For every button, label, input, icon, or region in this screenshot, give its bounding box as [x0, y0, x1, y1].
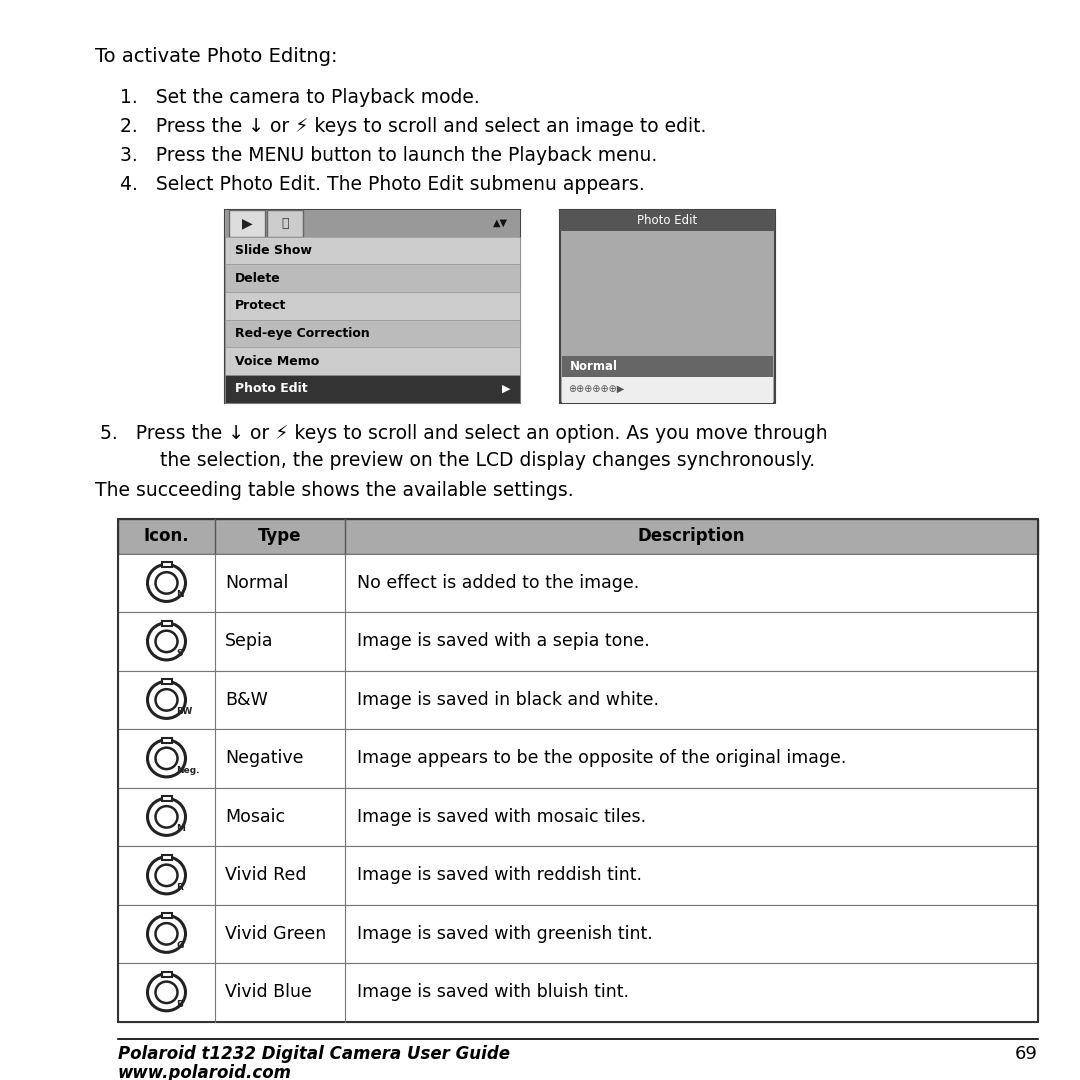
Bar — [161, 855, 173, 861]
Bar — [118, 905, 1038, 963]
Bar — [161, 679, 173, 686]
Bar — [161, 972, 173, 977]
Bar — [225, 210, 519, 237]
Bar — [118, 671, 1038, 729]
Text: N: N — [176, 591, 184, 599]
Text: B: B — [176, 1000, 184, 1009]
Text: Photo Edit: Photo Edit — [235, 382, 308, 395]
Bar — [161, 621, 173, 626]
Text: M: M — [176, 824, 186, 834]
Bar — [118, 787, 1038, 846]
Bar — [162, 855, 172, 860]
Text: No effect is added to the image.: No effect is added to the image. — [357, 573, 639, 592]
Text: Slide Show: Slide Show — [235, 244, 312, 257]
Text: The succeeding table shows the available settings.: The succeeding table shows the available… — [95, 481, 573, 500]
Text: G: G — [176, 942, 184, 950]
Text: Normal: Normal — [225, 573, 288, 592]
Text: Sepia: Sepia — [225, 633, 273, 650]
Text: Normal: Normal — [570, 360, 618, 373]
Bar — [118, 729, 1038, 787]
Text: Protect: Protect — [235, 299, 286, 312]
Bar — [162, 796, 172, 801]
Text: Red-eye Correction: Red-eye Correction — [235, 327, 369, 340]
Bar — [562, 355, 773, 377]
Text: Image is saved with a sepia tone.: Image is saved with a sepia tone. — [357, 633, 650, 650]
Bar — [162, 914, 172, 918]
Text: Description: Description — [638, 527, 745, 545]
Text: Vivid Red: Vivid Red — [225, 866, 307, 885]
Text: Image is saved with mosaic tiles.: Image is saved with mosaic tiles. — [357, 808, 646, 826]
Bar — [162, 738, 172, 743]
Bar — [562, 231, 773, 355]
Bar — [162, 621, 172, 625]
Text: www.polaroid.com: www.polaroid.com — [118, 1065, 292, 1080]
Bar — [229, 210, 265, 237]
Text: Vivid Green: Vivid Green — [225, 924, 326, 943]
Bar — [161, 914, 173, 919]
Text: ▲▼: ▲▼ — [492, 218, 508, 228]
Bar — [161, 738, 173, 744]
Text: S: S — [176, 649, 183, 658]
Text: Icon.: Icon. — [144, 527, 189, 545]
Text: B&W: B&W — [225, 691, 268, 708]
Text: ▶: ▶ — [502, 383, 510, 394]
Bar — [225, 320, 519, 348]
Text: Image is saved with greenish tint.: Image is saved with greenish tint. — [357, 924, 652, 943]
Bar — [561, 210, 775, 403]
Text: To activate Photo Editng:: To activate Photo Editng: — [95, 46, 337, 66]
Bar — [162, 972, 172, 976]
Text: Delete: Delete — [235, 272, 281, 285]
Bar — [118, 612, 1038, 671]
Text: BW: BW — [176, 707, 192, 716]
Text: R: R — [176, 883, 184, 892]
Text: Image is saved in black and white.: Image is saved in black and white. — [357, 691, 659, 708]
Bar — [225, 265, 519, 292]
Text: 1.   Set the camera to Playback mode.: 1. Set the camera to Playback mode. — [120, 87, 480, 107]
Bar — [225, 348, 519, 375]
Text: Type: Type — [258, 527, 301, 545]
Bar — [161, 563, 173, 568]
Text: 🔧: 🔧 — [281, 217, 288, 230]
Bar — [225, 237, 519, 265]
Bar — [162, 563, 172, 567]
Bar — [225, 210, 519, 403]
Text: 4.   Select Photo Edit. The Photo Edit submenu appears.: 4. Select Photo Edit. The Photo Edit sub… — [120, 175, 645, 194]
Bar — [118, 554, 1038, 612]
Bar — [225, 375, 519, 403]
Text: Mosaic: Mosaic — [225, 808, 285, 826]
Text: Image appears to be the opposite of the original image.: Image appears to be the opposite of the … — [357, 750, 847, 768]
Bar — [118, 518, 1038, 554]
Bar — [561, 210, 775, 231]
Text: Image is saved with reddish tint.: Image is saved with reddish tint. — [357, 866, 642, 885]
Bar — [562, 377, 773, 403]
Text: 69: 69 — [1015, 1045, 1038, 1063]
Text: Photo Edit: Photo Edit — [637, 214, 698, 227]
Bar — [162, 679, 172, 685]
Bar — [118, 963, 1038, 1022]
Text: Negative: Negative — [225, 750, 303, 768]
Text: Neg.: Neg. — [176, 766, 200, 775]
Text: ⊕⊕⊕⊕⊕⊕▶: ⊕⊕⊕⊕⊕⊕▶ — [568, 384, 624, 395]
Text: 5.   Press the ↓ or ⚡ keys to scroll and select an option. As you move through: 5. Press the ↓ or ⚡ keys to scroll and s… — [100, 424, 827, 443]
Text: Image is saved with bluish tint.: Image is saved with bluish tint. — [357, 983, 629, 1001]
Text: the selection, the preview on the LCD display changes synchronously.: the selection, the preview on the LCD di… — [130, 451, 815, 470]
Text: ▶: ▶ — [242, 216, 253, 230]
Bar — [161, 796, 173, 802]
Text: Polaroid t1232 Digital Camera User Guide: Polaroid t1232 Digital Camera User Guide — [118, 1045, 510, 1063]
Text: Vivid Blue: Vivid Blue — [225, 983, 312, 1001]
Text: 2.   Press the ↓ or ⚡ keys to scroll and select an image to edit.: 2. Press the ↓ or ⚡ keys to scroll and s… — [120, 117, 706, 136]
Text: 3.   Press the MENU button to launch the Playback menu.: 3. Press the MENU button to launch the P… — [120, 146, 658, 165]
Text: Voice Memo: Voice Memo — [235, 354, 320, 367]
Bar — [118, 846, 1038, 905]
Bar — [118, 518, 1038, 1022]
Bar — [267, 210, 303, 237]
Bar — [225, 292, 519, 320]
